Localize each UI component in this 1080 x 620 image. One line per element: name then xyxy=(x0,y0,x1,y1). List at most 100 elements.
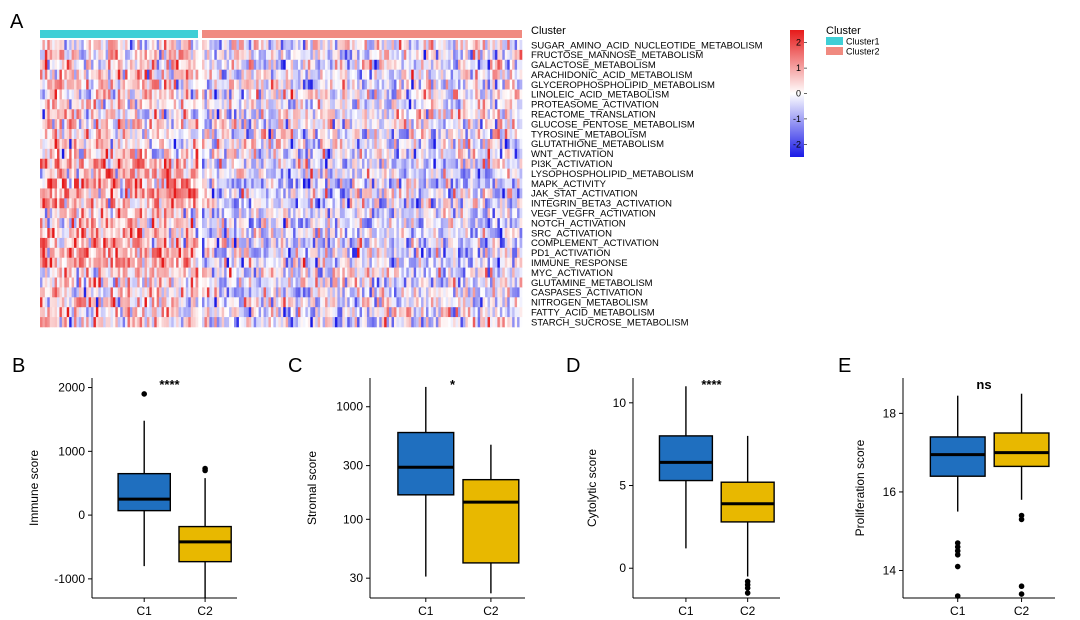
heatmap-cell xyxy=(76,277,80,288)
heatmap-cell xyxy=(93,228,97,239)
heatmap-cell xyxy=(263,208,267,219)
heatmap-cell xyxy=(339,247,343,259)
heatmap-cell xyxy=(440,257,444,268)
heatmap-cell xyxy=(180,198,184,209)
heatmap-cell xyxy=(183,228,187,239)
heatmap-cell xyxy=(504,89,508,100)
heatmap-cell xyxy=(430,129,434,140)
heatmap-cell xyxy=(88,49,92,61)
heatmap-cell xyxy=(149,99,153,110)
heatmap-cell xyxy=(317,99,321,110)
heatmap-cell xyxy=(42,158,46,169)
heatmap-cell xyxy=(120,138,123,150)
heatmap-cell xyxy=(91,277,94,288)
heatmap-cell xyxy=(52,228,55,239)
heatmap-cell xyxy=(298,168,301,179)
heatmap-cell xyxy=(337,198,341,209)
heatmap-cell xyxy=(509,188,513,199)
heatmap-cell xyxy=(91,69,94,80)
heatmap-cell xyxy=(302,148,306,160)
heatmap-cell xyxy=(134,247,138,259)
heatmap-cell xyxy=(450,69,454,80)
heatmap-cell xyxy=(178,287,182,298)
heatmap-cell xyxy=(98,49,102,61)
heatmap-cell xyxy=(91,40,94,51)
heatmap-cell xyxy=(362,208,365,219)
heatmap-cell xyxy=(398,218,402,229)
heatmap-cell xyxy=(322,109,326,120)
heatmap-cell xyxy=(477,148,481,160)
heatmap-cell xyxy=(283,178,286,189)
heatmap-cell xyxy=(231,168,235,179)
heatmap-cell xyxy=(470,119,474,130)
heatmap-cell xyxy=(298,109,301,120)
heatmap-cell xyxy=(206,277,210,288)
heatmap-cell xyxy=(137,79,140,90)
heatmap-cell xyxy=(248,69,252,80)
heatmap-cell xyxy=(71,247,75,259)
heatmap-cell xyxy=(112,79,116,90)
heatmap-cell xyxy=(315,257,318,268)
heatmap-cell xyxy=(49,99,53,110)
heatmap-cell xyxy=(448,148,451,160)
heatmap-cell xyxy=(428,257,432,268)
heatmap-cell xyxy=(258,198,262,209)
heatmap-cell xyxy=(173,277,177,288)
heatmap-cell xyxy=(342,59,346,70)
heatmap-cell xyxy=(110,138,114,150)
heatmap-cell xyxy=(103,129,106,140)
heatmap-cell xyxy=(312,228,316,239)
heatmap-cell xyxy=(270,208,274,219)
heatmap-cell xyxy=(64,277,68,288)
heatmap-cell xyxy=(178,198,182,209)
heatmap-cell xyxy=(465,247,469,259)
heatmap-cell xyxy=(334,129,338,140)
heatmap-cell xyxy=(293,198,296,209)
heatmap-cell xyxy=(349,79,353,90)
heatmap-cell xyxy=(115,40,119,51)
heatmap-cell xyxy=(450,208,454,219)
heatmap-cell xyxy=(519,257,523,268)
heatmap-cell xyxy=(117,218,121,229)
heatmap-cell xyxy=(219,188,222,199)
heatmap-cell xyxy=(173,237,177,249)
heatmap-cell xyxy=(406,188,410,199)
heatmap-cell xyxy=(40,168,43,179)
heatmap-cell xyxy=(349,158,353,169)
heatmap-cell xyxy=(332,119,336,130)
heatmap-cell xyxy=(178,257,182,268)
heatmap-cell xyxy=(344,198,348,209)
heatmap-cell xyxy=(470,237,474,249)
heatmap-cell xyxy=(307,79,311,90)
heatmap-cell xyxy=(325,237,328,249)
heatmap-cell xyxy=(302,178,306,189)
heatmap-cell xyxy=(61,109,65,120)
heatmap-cell xyxy=(332,208,336,219)
heatmap-cell xyxy=(514,257,518,268)
heatmap-cell xyxy=(298,119,301,130)
heatmap-cell xyxy=(379,237,382,249)
heatmap-cell xyxy=(499,119,503,130)
heatmap-cell xyxy=(261,79,264,90)
heatmap-cell xyxy=(300,49,304,61)
heatmap-cell xyxy=(49,247,53,259)
heatmap-cell xyxy=(195,218,199,229)
heatmap-cell xyxy=(188,109,192,120)
heatmap-cell xyxy=(122,59,126,70)
heatmap-cell xyxy=(512,228,515,239)
heatmap-cell xyxy=(188,129,192,140)
heatmap-cell xyxy=(229,69,232,80)
heatmap-cell xyxy=(112,257,116,268)
heatmap-cell xyxy=(273,257,277,268)
heatmap-cell xyxy=(411,89,414,100)
heatmap-cell xyxy=(494,247,498,259)
heatmap-cell xyxy=(206,99,210,110)
heatmap-cell xyxy=(185,228,189,239)
heatmap-cell xyxy=(462,138,466,150)
heatmap-cell xyxy=(443,129,446,140)
heatmap-cell xyxy=(465,188,469,199)
heatmap-cell xyxy=(69,40,72,51)
heatmap-cell xyxy=(159,59,162,70)
heatmap-cell xyxy=(398,109,402,120)
heatmap-cell xyxy=(137,158,140,169)
